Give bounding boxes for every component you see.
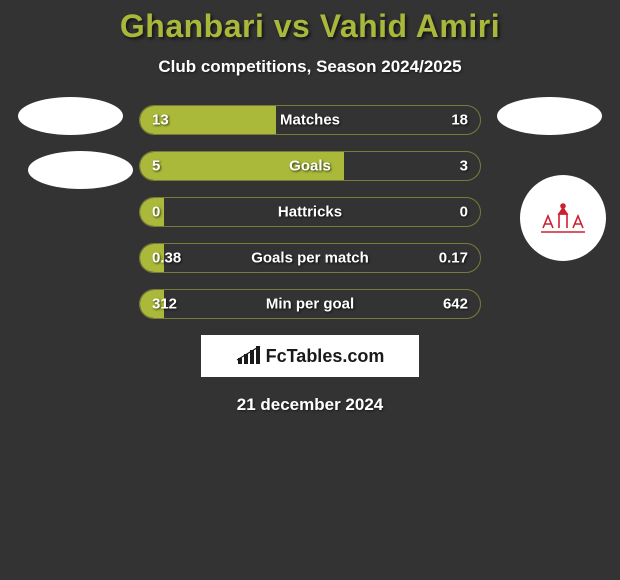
stat-right-value: 3 [460, 158, 468, 175]
stat-left-value: 0.38 [152, 250, 181, 267]
stat-right-value: 0 [460, 204, 468, 221]
brand-box: FcTables.com [201, 335, 419, 377]
bars-icon [236, 346, 262, 366]
player-left-avatar-2 [28, 151, 133, 189]
persepolis-logo-icon [533, 188, 593, 248]
stat-bar: 0.38 Goals per match 0.17 [139, 243, 481, 273]
stat-label: Min per goal [266, 296, 354, 313]
stat-bar: 5 Goals 3 [139, 151, 481, 181]
player-left-avatar-1 [18, 97, 123, 135]
stat-left-value: 13 [152, 112, 169, 129]
stat-left-value: 0 [152, 204, 160, 221]
stat-label: Hattricks [278, 204, 342, 221]
comparison-area: 13 Matches 18 5 Goals 3 0 Hattricks 0 0.38 Goals p… [0, 105, 620, 319]
stat-bar: 13 Matches 18 [139, 105, 481, 135]
stat-left-value: 312 [152, 296, 177, 313]
stat-bar: 312 Min per goal 642 [139, 289, 481, 319]
brand-text: FcTables.com [266, 346, 385, 367]
stat-label: Goals [289, 158, 331, 175]
stat-right-value: 18 [451, 112, 468, 129]
date-line: 21 december 2024 [0, 395, 620, 415]
stat-right-value: 0.17 [439, 250, 468, 267]
stat-label: Goals per match [251, 250, 369, 267]
player-right-club-logo [520, 175, 606, 261]
comparison-bars: 13 Matches 18 5 Goals 3 0 Hattricks 0 0.38 Goals p… [139, 105, 481, 319]
stat-right-value: 642 [443, 296, 468, 313]
comparison-title: Ghanbari vs Vahid Amiri [0, 8, 620, 45]
stat-label: Matches [280, 112, 340, 129]
comparison-subtitle: Club competitions, Season 2024/2025 [0, 57, 620, 77]
stat-left-value: 5 [152, 158, 160, 175]
player-right-avatar-1 [497, 97, 602, 135]
stat-bar: 0 Hattricks 0 [139, 197, 481, 227]
